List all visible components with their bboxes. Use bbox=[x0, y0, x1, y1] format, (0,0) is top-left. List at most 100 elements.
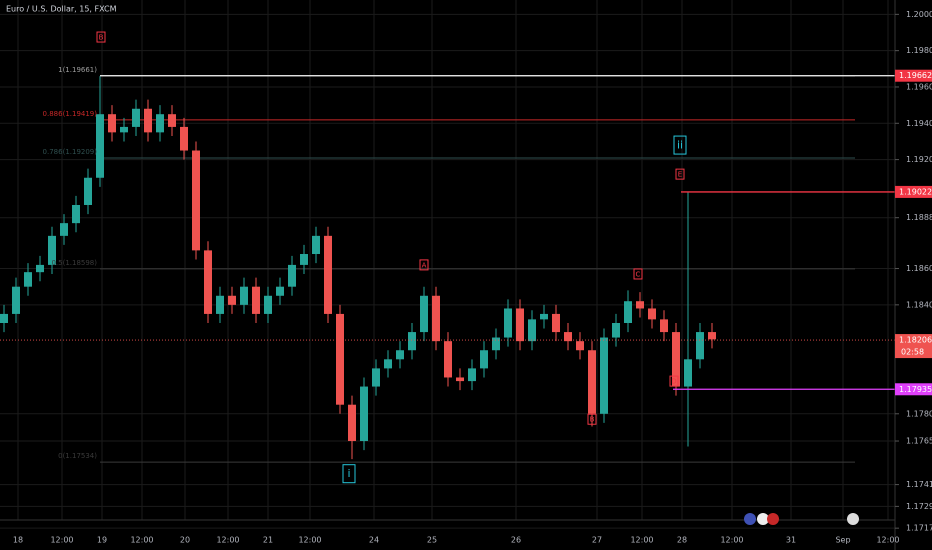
wave-box bbox=[633, 268, 643, 280]
candle-body bbox=[192, 150, 200, 251]
x-tick-label: 18 bbox=[13, 536, 23, 545]
candle-body bbox=[84, 177, 92, 205]
price-tag: 1.19662 bbox=[899, 71, 932, 80]
last-price: 1.18206 bbox=[899, 336, 932, 345]
candle-body bbox=[336, 313, 344, 405]
wave-label: B bbox=[590, 416, 595, 424]
candle-body bbox=[444, 341, 452, 378]
candle-body bbox=[228, 295, 236, 305]
y-tick-label: 1.18880 bbox=[906, 213, 932, 222]
candle-body bbox=[420, 295, 428, 333]
y-tick-label: 1.18600 bbox=[906, 264, 932, 273]
fib-label: 0.886(1.19419) bbox=[43, 110, 98, 118]
event-icon bbox=[744, 513, 756, 525]
candle-body bbox=[684, 359, 692, 387]
fib-label: 0.5(1.18598) bbox=[51, 259, 97, 267]
x-tick-label: 12:00 bbox=[216, 536, 239, 545]
candle-body bbox=[372, 368, 380, 387]
candle-body bbox=[120, 126, 128, 133]
candle-body bbox=[564, 332, 572, 342]
wave-label: ii bbox=[677, 139, 683, 152]
x-tick-label: 25 bbox=[427, 536, 437, 545]
candle-body bbox=[24, 272, 32, 287]
candle-body bbox=[624, 301, 632, 324]
x-tick-label: 27 bbox=[592, 536, 602, 545]
candle-body bbox=[216, 295, 224, 314]
candle-body bbox=[492, 337, 500, 351]
event-icon bbox=[767, 513, 779, 525]
x-tick-label: 28 bbox=[677, 536, 687, 545]
candle-body bbox=[612, 323, 620, 338]
candle-body bbox=[156, 114, 164, 133]
y-tick-label: 1.17650 bbox=[906, 437, 932, 446]
price-tag: 1.17935 bbox=[899, 385, 932, 394]
x-tick-label: 12:00 bbox=[876, 536, 899, 545]
candle-body bbox=[552, 313, 560, 333]
candle-body bbox=[636, 301, 644, 309]
wave-label: A bbox=[422, 261, 427, 269]
candle-body bbox=[708, 332, 716, 340]
candle-body bbox=[588, 350, 596, 414]
candle-body bbox=[252, 286, 260, 314]
price-tag: 1.19022 bbox=[899, 187, 932, 196]
candle-body bbox=[600, 337, 608, 414]
y-tick-label: 1.18400 bbox=[906, 300, 932, 309]
wave-label: i bbox=[347, 467, 350, 480]
candle-body bbox=[108, 114, 116, 133]
y-tick-label: 1.17170 bbox=[906, 524, 932, 533]
x-tick-label: 12:00 bbox=[50, 536, 73, 545]
wave-box bbox=[342, 464, 356, 484]
fib-label: 0.786(1.19209) bbox=[43, 148, 98, 156]
candle-body bbox=[456, 377, 464, 382]
y-tick-label: 1.19200 bbox=[906, 155, 932, 164]
candle-body bbox=[276, 286, 284, 296]
candle-body bbox=[576, 341, 584, 351]
event-icons bbox=[744, 513, 859, 525]
x-tick-label: 12:00 bbox=[298, 536, 321, 545]
candle-body bbox=[0, 313, 8, 324]
candle-body bbox=[168, 114, 176, 127]
candle-body bbox=[144, 108, 152, 133]
candle-body bbox=[300, 254, 308, 265]
x-tick-label: 12:00 bbox=[130, 536, 153, 545]
price-tag-bg bbox=[895, 69, 932, 82]
wave-box bbox=[587, 413, 597, 425]
wave-box bbox=[96, 31, 106, 43]
candle-body bbox=[360, 386, 368, 442]
y-tick-label: 1.20000 bbox=[906, 10, 932, 19]
wave-label: D bbox=[671, 378, 676, 386]
candle-body bbox=[48, 235, 56, 265]
candle-body bbox=[672, 332, 680, 387]
candle-body bbox=[132, 108, 140, 127]
candle-body bbox=[204, 250, 212, 314]
fib-label: 0(1.17534) bbox=[58, 452, 97, 460]
chart-title: Euro / U.S. Dollar, 15, FXCM bbox=[6, 5, 117, 14]
x-tick-label: 12:00 bbox=[720, 536, 743, 545]
y-tick-label: 1.17290 bbox=[906, 502, 932, 511]
y-tick-label: 1.19600 bbox=[906, 82, 932, 91]
candle-body bbox=[408, 332, 416, 351]
event-icon bbox=[847, 513, 859, 525]
candle-body bbox=[348, 404, 356, 442]
candle-body bbox=[264, 295, 272, 314]
event-icon bbox=[757, 513, 769, 525]
candle-body bbox=[36, 264, 44, 273]
wave-box bbox=[669, 375, 679, 387]
candle-body bbox=[504, 308, 512, 338]
wave-label: C bbox=[636, 270, 641, 278]
candle-body bbox=[648, 308, 656, 320]
candle-body bbox=[72, 204, 80, 224]
price-tag-bg bbox=[895, 185, 932, 198]
x-tick-label: 26 bbox=[511, 536, 521, 545]
candle-body bbox=[324, 235, 332, 314]
candle-body bbox=[660, 319, 668, 333]
x-tick-label: 21 bbox=[263, 536, 273, 545]
wave-label: B bbox=[99, 34, 104, 42]
candle-body bbox=[432, 295, 440, 342]
countdown: 02:58 bbox=[901, 348, 924, 357]
candle-body bbox=[480, 350, 488, 369]
candle-body bbox=[288, 264, 296, 287]
